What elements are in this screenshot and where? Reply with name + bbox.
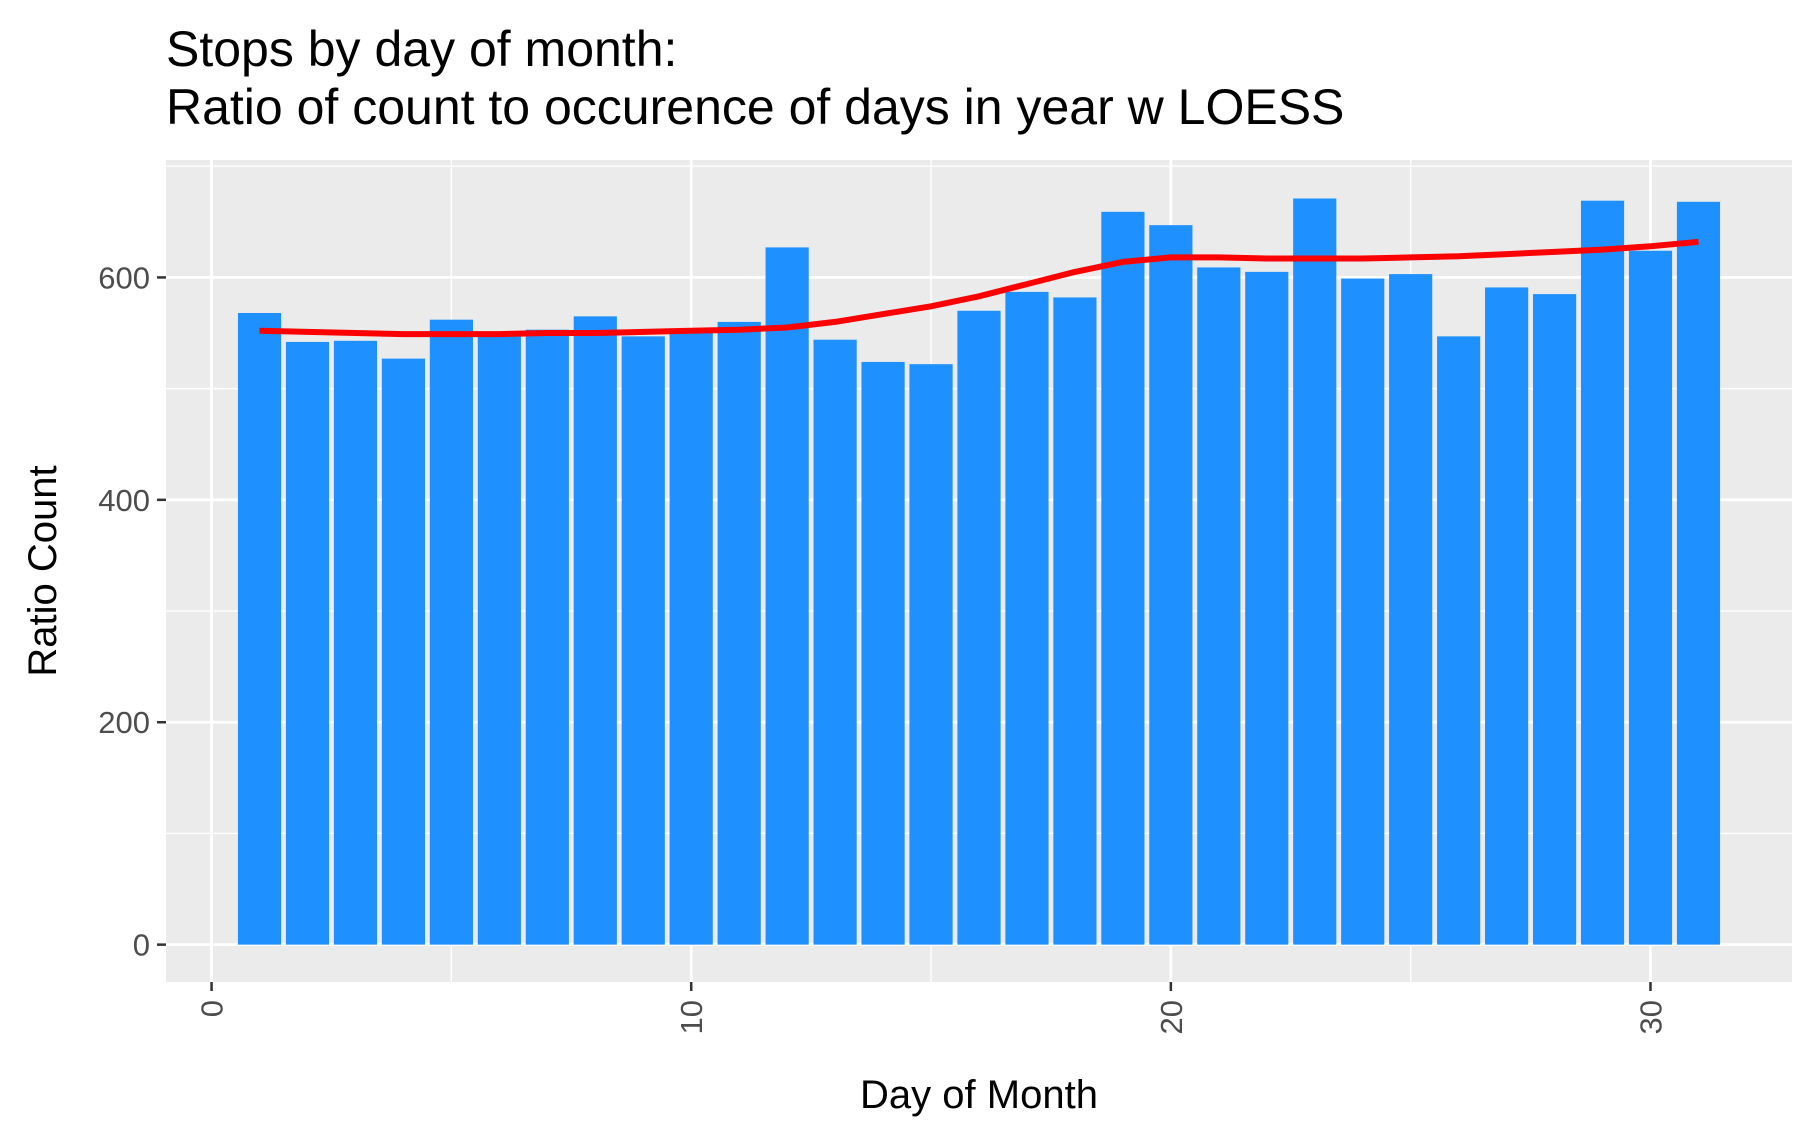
bar-day-12 <box>765 247 809 945</box>
loess-line <box>259 238 1699 338</box>
bar-day-29 <box>1580 200 1625 945</box>
bar-day-21 <box>1197 267 1241 945</box>
bar-day-26 <box>1437 336 1481 945</box>
bar-day-9 <box>621 336 665 945</box>
bar-day-14 <box>861 361 905 945</box>
chart-title: Stops by day of month: <box>166 21 678 77</box>
x-tick-label: 10 <box>674 1000 709 1034</box>
bar-day-25 <box>1389 274 1433 945</box>
bar-day-24 <box>1341 278 1385 945</box>
bar-day-23 <box>1293 198 1337 945</box>
bar-day-4 <box>381 358 426 945</box>
bar-day-28 <box>1532 294 1577 945</box>
bar-day-7 <box>525 329 569 945</box>
y-axis-title: Ratio Count <box>21 465 65 676</box>
bar-day-30 <box>1628 250 1673 945</box>
y-tick-labels: 0 200 400 600 <box>98 260 150 962</box>
x-axis-title: Day of Month <box>860 1073 1098 1117</box>
bar-day-20 <box>1149 225 1193 945</box>
x-tick-label: 30 <box>1634 1000 1669 1034</box>
bar-day-17 <box>1005 291 1049 945</box>
bar-day-3 <box>333 340 378 945</box>
bar-day-31 <box>1676 201 1721 945</box>
bar-day-13 <box>813 339 857 945</box>
bar-day-22 <box>1245 271 1289 945</box>
x-tick-label: 0 <box>195 1000 230 1017</box>
bar-day-16 <box>957 310 1001 945</box>
bar-day-8 <box>573 316 617 945</box>
y-tick-label: 400 <box>98 483 150 518</box>
chart-subtitle: Ratio of count to occurence of days in y… <box>166 79 1345 135</box>
bar-day-27 <box>1485 287 1529 945</box>
axis-ticks <box>157 276 1652 991</box>
bar-day-5 <box>429 319 473 945</box>
x-tick-labels: 0 10 20 30 <box>195 1000 1669 1034</box>
y-tick-label: 600 <box>98 260 150 295</box>
bar-day-19 <box>1101 211 1145 945</box>
y-tick-label: 200 <box>98 705 150 740</box>
bar-day-2 <box>285 341 330 945</box>
bar-day-10 <box>669 331 713 945</box>
bar-day-1 <box>237 313 282 945</box>
bar-day-18 <box>1053 297 1097 945</box>
bar-day-6 <box>477 331 521 945</box>
y-tick-label: 0 <box>133 928 150 963</box>
x-tick-label: 20 <box>1154 1000 1189 1034</box>
bar-day-15 <box>909 364 953 945</box>
bar-day-11 <box>717 321 761 945</box>
bar-series <box>237 198 1721 945</box>
